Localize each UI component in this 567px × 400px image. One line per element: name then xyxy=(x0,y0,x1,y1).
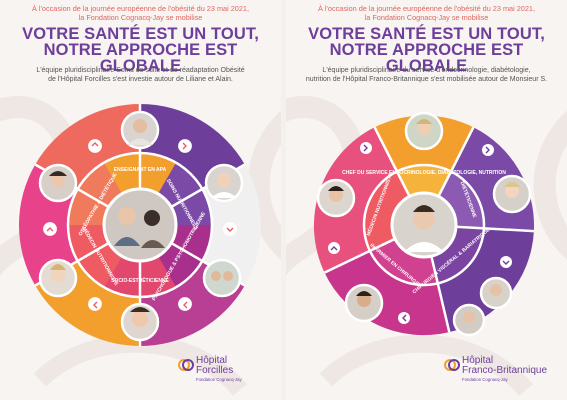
intro-text: À l'occasion de la journée européenne de… xyxy=(8,4,273,22)
team-description: L'équipe pluridisciplinaire Soins de sui… xyxy=(12,66,269,84)
logo-name-line-2: Franco-Britannique xyxy=(462,365,548,376)
intro-line-1: À l'occasion de la journée européenne de… xyxy=(318,4,535,13)
center-photo-couple xyxy=(102,187,178,263)
chevron-icon xyxy=(88,139,102,153)
chevron-down-icon xyxy=(500,256,512,268)
chevron-right-icon xyxy=(360,142,372,154)
care-wheel: CHEF DU SERVICE ENDOCRINOLOGIE, DIABÉTOL… xyxy=(313,111,535,337)
intro-line-2: la Fondation Cognacq-Jay se mobilise xyxy=(78,13,203,22)
portrait-chef-service xyxy=(404,111,444,151)
hospital-logo: Hôpital Forcilles Fondation Cognacq-Jay xyxy=(178,355,242,382)
portrait-osteopathie xyxy=(38,163,78,203)
hospital-logo: Hôpital Franco-Britannique Fondation Cog… xyxy=(444,355,548,382)
chevron-down-icon xyxy=(223,222,237,236)
headline-line-1: VOTRE SANTÉ EST UN TOUT, xyxy=(22,25,259,43)
chevron-icon xyxy=(178,139,192,153)
portrait-soins-nutritionnels xyxy=(204,163,244,203)
logo-subtitle: Fondation Cognacq-Jay xyxy=(196,377,242,382)
logo-name-line-1: Hôpital xyxy=(196,355,228,366)
label-enseignant-apa: ENSEIGNANT EN APA xyxy=(114,167,167,173)
portrait-dieteticienne xyxy=(492,174,532,214)
description-line-1: L'équipe pluridisciplinaire du service d… xyxy=(322,67,531,74)
portrait-medecin-nutritionniste xyxy=(316,178,356,218)
chevron-up-icon xyxy=(328,242,340,254)
headline: VOTRE SANTÉ EST UN TOUT, NOTRE APPROCHE … xyxy=(4,25,277,75)
portrait-chirurgien-2 xyxy=(452,303,486,337)
description-line-1: L'équipe pluridisciplinaire Soins de sui… xyxy=(36,67,245,74)
description-line-2: de l'Hôpital Forcilles s'est investie au… xyxy=(48,76,233,83)
logo-icon xyxy=(178,359,194,371)
logo-subtitle: Fondation Cognacq-Jay xyxy=(462,377,508,382)
poster-franco-britannique: À l'occasion de la journée européenne de… xyxy=(286,0,567,400)
headline: VOTRE SANTÉ EST UN TOUT, NOTRE APPROCHE … xyxy=(290,25,563,75)
portrait-medecin-nutritionniste xyxy=(38,258,78,298)
logo-icon xyxy=(444,359,460,371)
intro-line-1: À l'occasion de la journée européenne de… xyxy=(32,4,249,13)
portrait-chirurgien xyxy=(479,276,513,310)
poster-forcilles: À l'occasion de la journée européenne de… xyxy=(0,0,281,400)
chevron-icon xyxy=(482,144,494,156)
care-wheel: ENSEIGNANT EN APA SOINS NUTRITIONNELS PS… xyxy=(18,104,262,346)
portrait-enseignant-apa xyxy=(120,110,160,150)
label-socio-estheticienne: SOCIO-ESTHÉTICIENNE xyxy=(111,276,169,284)
intro-line-2: la Fondation Cognacq-Jay se mobilise xyxy=(364,13,489,22)
team-description: L'équipe pluridisciplinaire du service d… xyxy=(298,66,555,84)
description-line-2: nutrition de l'Hôpital Franco-Britanniqu… xyxy=(305,76,548,83)
headline-line-1: VOTRE SANTÉ EST UN TOUT, xyxy=(308,25,545,43)
logo-name-line-1: Hôpital xyxy=(462,355,494,366)
logo-name-line-2: Forcilles xyxy=(196,365,234,376)
headline-line-2: NOTRE APPROCHE EST GLOBALE xyxy=(43,41,238,75)
chevron-left-icon xyxy=(398,312,410,324)
headline-line-2: NOTRE APPROCHE EST GLOBALE xyxy=(329,41,524,75)
portrait-socio-estheticienne xyxy=(120,302,160,342)
label-chef-service: CHEF DU SERVICE ENDOCRINOLOGIE, DIABÉTOL… xyxy=(342,168,506,176)
chevron-up-icon xyxy=(43,222,57,236)
portrait-psychologue xyxy=(202,258,242,298)
portrait-infirmier xyxy=(344,283,384,323)
intro-text: À l'occasion de la journée européenne de… xyxy=(294,4,559,22)
